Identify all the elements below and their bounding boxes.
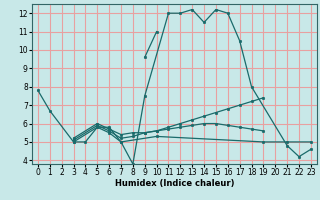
X-axis label: Humidex (Indice chaleur): Humidex (Indice chaleur) (115, 179, 234, 188)
